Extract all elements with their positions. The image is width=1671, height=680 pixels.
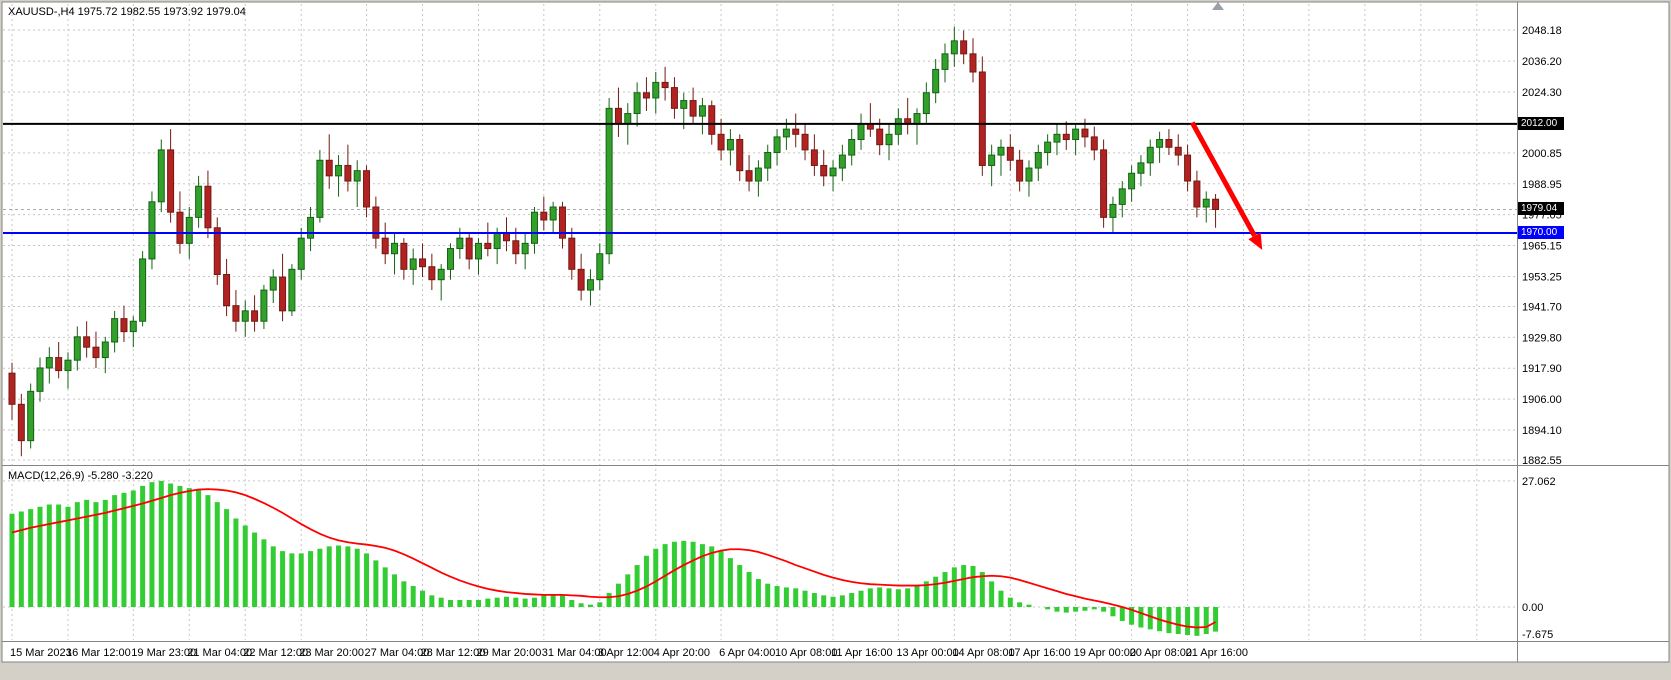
svg-text:1917.90: 1917.90 (1522, 363, 1562, 375)
svg-text:19 Apr 00:00: 19 Apr 00:00 (1074, 647, 1136, 659)
svg-text:14 Apr 08:00: 14 Apr 08:00 (952, 647, 1014, 659)
trend-arrow[interactable] (1190, 121, 1263, 250)
svg-text:29 Mar 20:00: 29 Mar 20:00 (477, 647, 542, 659)
svg-text:1965.15: 1965.15 (1522, 241, 1562, 253)
svg-text:27 Mar 04:00: 27 Mar 04:00 (365, 647, 430, 659)
svg-text:13 Apr 00:00: 13 Apr 00:00 (896, 647, 958, 659)
svg-text:21 Apr 16:00: 21 Apr 16:00 (1186, 647, 1248, 659)
macd-indicator-label: MACD(12,26,9) -5.280 -3.220 (8, 470, 153, 482)
level-lines[interactable] (3, 122, 1517, 234)
svg-text:1894.10: 1894.10 (1522, 425, 1562, 437)
svg-text:1988.95: 1988.95 (1522, 179, 1562, 191)
svg-text:2024.30: 2024.30 (1522, 87, 1562, 99)
svg-text:11 Apr 16:00: 11 Apr 16:00 (831, 647, 893, 659)
svg-text:21 Mar 04:00: 21 Mar 04:00 (187, 647, 252, 659)
svg-text:23 Mar 20:00: 23 Mar 20:00 (299, 647, 364, 659)
price-level-tag-2012[interactable]: 2012.00 (1518, 116, 1564, 130)
svg-text:1929.80: 1929.80 (1522, 332, 1562, 344)
svg-text:2048.18: 2048.18 (1522, 25, 1562, 37)
svg-text:4 Apr 20:00: 4 Apr 20:00 (654, 647, 710, 659)
macd-layer (9, 480, 1219, 636)
svg-text:-7.675: -7.675 (1522, 629, 1553, 641)
svg-text:28 Mar 12:00: 28 Mar 12:00 (421, 647, 486, 659)
svg-text:1882.55: 1882.55 (1522, 455, 1562, 467)
svg-text:31 Mar 04:00: 31 Mar 04:00 (542, 647, 607, 659)
svg-text:2000.85: 2000.85 (1522, 148, 1562, 160)
svg-text:27.062: 27.062 (1522, 476, 1556, 488)
bid-price-tag: 1979.04 (1518, 202, 1564, 216)
chart-frame (1, 1, 1670, 663)
svg-text:1906.00: 1906.00 (1522, 394, 1562, 406)
macd-signal-line (11, 488, 1216, 629)
svg-text:22 Mar 12:00: 22 Mar 12:00 (243, 647, 308, 659)
svg-text:3 Apr 12:00: 3 Apr 12:00 (598, 647, 654, 659)
svg-text:15 Mar 2023: 15 Mar 2023 (10, 647, 72, 659)
symbol-ohlc-label: XAUUSD-,H4 1975.72 1982.55 1973.92 1979.… (8, 6, 246, 18)
chart-shift-marker-icon[interactable] (1212, 2, 1224, 10)
price-level-tag-1970[interactable]: 1970.00 (1518, 225, 1564, 239)
svg-text:19 Mar 23:00: 19 Mar 23:00 (131, 647, 196, 659)
svg-text:6 Apr 04:00: 6 Apr 04:00 (719, 647, 775, 659)
svg-text:17 Apr 16:00: 17 Apr 16:00 (1008, 647, 1070, 659)
svg-text:16 Mar 12:00: 16 Mar 12:00 (66, 647, 131, 659)
candles-layer (8, 26, 1220, 457)
svg-text:0.00: 0.00 (1522, 602, 1543, 614)
svg-text:1953.25: 1953.25 (1522, 271, 1562, 283)
svg-text:10 Apr 08:00: 10 Apr 08:00 (775, 647, 837, 659)
svg-text:20 Apr 08:00: 20 Apr 08:00 (1130, 647, 1192, 659)
svg-text:1941.70: 1941.70 (1522, 301, 1562, 313)
svg-text:2036.20: 2036.20 (1522, 56, 1562, 68)
